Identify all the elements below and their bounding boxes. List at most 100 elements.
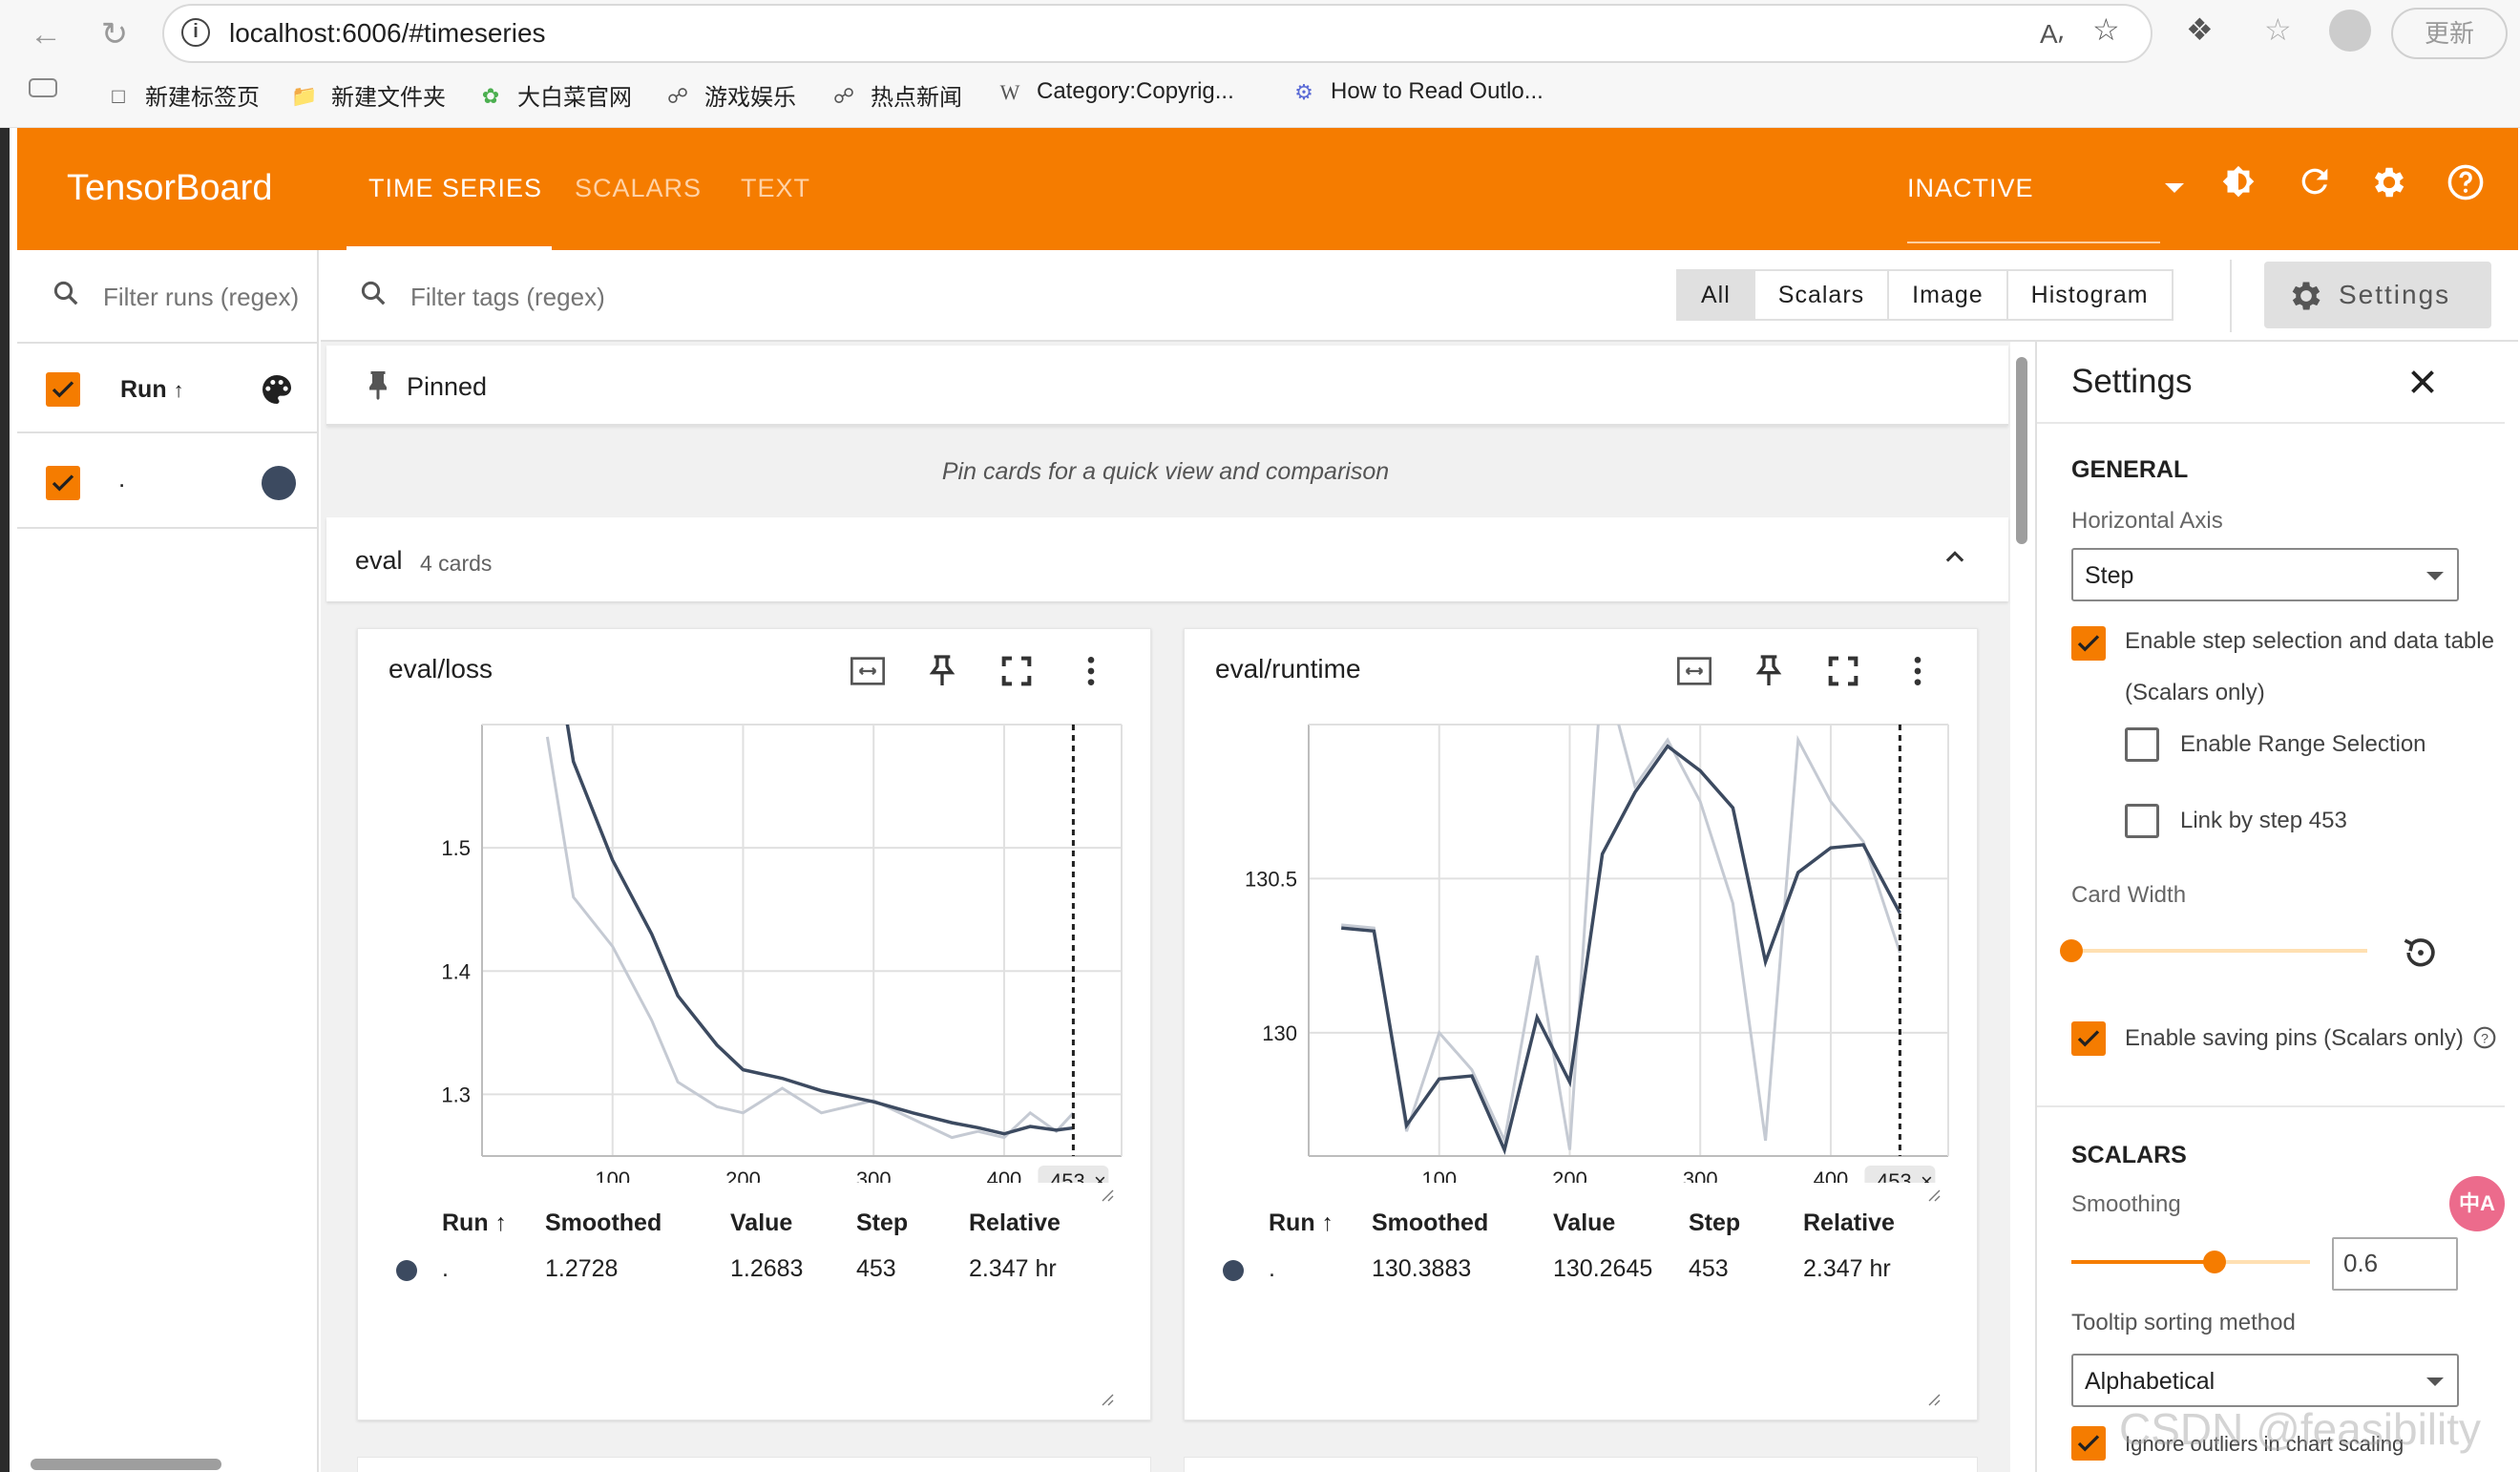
smoothing-input[interactable]: 0.6	[2332, 1237, 2458, 1291]
bookmark-item[interactable]: ☍ 游戏娱乐	[664, 78, 796, 112]
gear-icon	[2292, 282, 2320, 310]
fit-domain-icon[interactable]	[1675, 652, 1713, 690]
tab-scalars[interactable]: SCALARS	[575, 174, 703, 202]
settings-panel: Settings GENERAL Horizontal Axis Step En…	[2035, 342, 2505, 1472]
bookmark-item[interactable]: ⚙ How to Read Outlo...	[1291, 78, 1544, 105]
select-all-checkbox[interactable]	[46, 372, 80, 407]
link-by-step-checkbox[interactable]	[2125, 804, 2159, 838]
browser-toolbar: ← ↻ i localhost:6006/#timeseries A⸴ ☆ ❖ …	[0, 0, 2520, 128]
more-vert-icon[interactable]	[1072, 652, 1110, 690]
step-chip-close-icon[interactable]: ×	[1921, 1169, 1933, 1183]
filter-all-button[interactable]: All	[1678, 271, 1755, 319]
palette-icon[interactable]	[258, 370, 296, 409]
run-checkbox[interactable]	[46, 466, 80, 500]
resize-handle-icon[interactable]	[1927, 1393, 1941, 1406]
run-name: .	[118, 464, 126, 493]
help-icon[interactable]: ?	[2472, 1025, 2497, 1050]
tab-time-series[interactable]: TIME SERIES	[368, 174, 543, 202]
filter-image-button[interactable]: Image	[1889, 271, 2008, 319]
fullscreen-icon[interactable]	[998, 652, 1036, 690]
table-header-value[interactable]: Value	[1553, 1209, 1616, 1236]
filter-histogram-button[interactable]: Histogram	[2030, 282, 2149, 308]
smoothing-slider-thumb[interactable]	[2203, 1251, 2226, 1273]
chevron-up-icon[interactable]	[1942, 544, 1968, 571]
range-selection-checkbox[interactable]	[2125, 727, 2159, 762]
theme-toggle-icon[interactable]	[2216, 162, 2260, 206]
ignore-outliers-checkbox[interactable]	[2071, 1426, 2106, 1461]
favorites-icon[interactable]: ☆	[2264, 12, 2292, 47]
pin-icon[interactable]	[1750, 652, 1788, 690]
settings-gear-icon[interactable]	[2367, 162, 2411, 206]
read-aloud-icon[interactable]: A⸴	[2040, 19, 2066, 49]
run-column-header[interactable]: Run ↑	[120, 376, 184, 403]
sidebar-toggle-icon[interactable]	[29, 78, 71, 97]
table-header-smoothed[interactable]: Smoothed	[1372, 1209, 1489, 1236]
bookmark-item[interactable]: W Category:Copyrig...	[997, 78, 1234, 105]
globe-icon: ☍	[666, 83, 689, 108]
horizontal-axis-select[interactable]: Step	[2071, 548, 2459, 601]
address-bar[interactable]: i localhost:6006/#timeseries A⸴ ☆	[162, 4, 2152, 63]
fullscreen-icon[interactable]	[1824, 652, 1862, 690]
resize-handle-icon[interactable]	[1101, 1188, 1114, 1202]
globe-icon: ☍	[832, 83, 855, 108]
tooltip-sort-value: Alphabetical	[2085, 1368, 2216, 1395]
fit-domain-icon[interactable]	[849, 652, 887, 690]
group-card-count: 4 cards	[420, 551, 493, 576]
card-group-header[interactable]: eval 4 cards	[326, 517, 2008, 601]
table-header-run[interactable]: Run ↑	[1269, 1209, 1334, 1236]
close-icon[interactable]	[2405, 365, 2440, 399]
reset-icon[interactable]	[2400, 932, 2442, 974]
more-vert-icon[interactable]	[1899, 652, 1937, 690]
horizontal-scrollbar[interactable]	[31, 1459, 221, 1470]
bookmark-item[interactable]: □ 新建标签页	[105, 78, 260, 112]
plugin-select[interactable]: INACTIVE	[1907, 174, 2034, 202]
table-header-relative[interactable]: Relative	[969, 1209, 1060, 1236]
tooltip-sort-select[interactable]: Alphabetical	[2071, 1354, 2459, 1407]
favorite-star-icon[interactable]: ☆	[2092, 12, 2120, 47]
line-chart[interactable]: 100 200 300 400 1.5 1.4 1.3 453 ×	[358, 705, 1152, 1183]
bookmark-item[interactable]: ☍ 热点新闻	[830, 78, 962, 112]
saving-pins-checkbox[interactable]	[2071, 1021, 2106, 1056]
resize-handle-icon[interactable]	[1101, 1393, 1114, 1406]
chevron-down-icon	[2426, 572, 2444, 580]
profile-avatar-icon[interactable]	[2329, 10, 2371, 52]
tab-text[interactable]: TEXT	[741, 174, 811, 202]
run-color-swatch[interactable]	[262, 466, 296, 500]
step-chip-close-icon[interactable]: ×	[1094, 1169, 1106, 1183]
extensions-icon[interactable]: ❖	[2186, 12, 2214, 47]
tags-filter-input[interactable]: Filter tags (regex)	[410, 283, 605, 311]
step-selection-checkbox[interactable]	[2071, 626, 2106, 661]
bookmark-item[interactable]: 📁 新建文件夹	[291, 83, 446, 112]
line-chart[interactable]: 100 200 300 400 130.5 130 453 ×	[1185, 705, 1979, 1183]
filter-scalars-button[interactable]: Scalars	[1755, 271, 1890, 319]
reload-icon[interactable]: ↻	[100, 16, 129, 53]
table-cell-run: .	[1269, 1255, 1275, 1282]
runs-filter-input[interactable]: Filter runs (regex)	[103, 283, 300, 311]
table-header-step[interactable]: Step	[856, 1209, 909, 1236]
run-color-dot	[1223, 1260, 1244, 1281]
app-header: TensorBoard TIME SERIES SCALARS TEXT INA…	[17, 128, 2518, 250]
settings-button[interactable]: Settings	[2264, 262, 2491, 328]
chevron-down-icon[interactable]	[2165, 183, 2184, 193]
table-header-step[interactable]: Step	[1689, 1209, 1741, 1236]
table-header-relative[interactable]: Relative	[1803, 1209, 1895, 1236]
group-name: eval	[355, 546, 403, 575]
vertical-scrollbar[interactable]	[2016, 357, 2027, 544]
bookmark-item[interactable]: ✿ 大白菜官网	[477, 78, 632, 112]
divider	[2037, 1105, 2505, 1107]
reload-icon[interactable]	[2293, 162, 2337, 206]
card-width-slider-thumb[interactable]	[2060, 939, 2083, 962]
update-button[interactable]: 更新	[2391, 8, 2508, 59]
pin-icon[interactable]	[923, 652, 961, 690]
info-icon[interactable]: i	[181, 18, 210, 47]
type-filter-group: All Scalars Image Histogram	[1676, 269, 2174, 321]
back-arrow-icon[interactable]: ←	[30, 15, 62, 53]
table-header-run[interactable]: Run ↑	[442, 1209, 508, 1236]
card-width-slider[interactable]	[2071, 949, 2367, 953]
resize-handle-icon[interactable]	[1927, 1188, 1941, 1202]
help-icon[interactable]	[2444, 162, 2488, 206]
translate-icon[interactable]: 中A	[2449, 1176, 2505, 1231]
table-header-smoothed[interactable]: Smoothed	[545, 1209, 662, 1236]
table-header-value[interactable]: Value	[730, 1209, 793, 1236]
gear-icon: ⚙	[1294, 80, 1313, 104]
